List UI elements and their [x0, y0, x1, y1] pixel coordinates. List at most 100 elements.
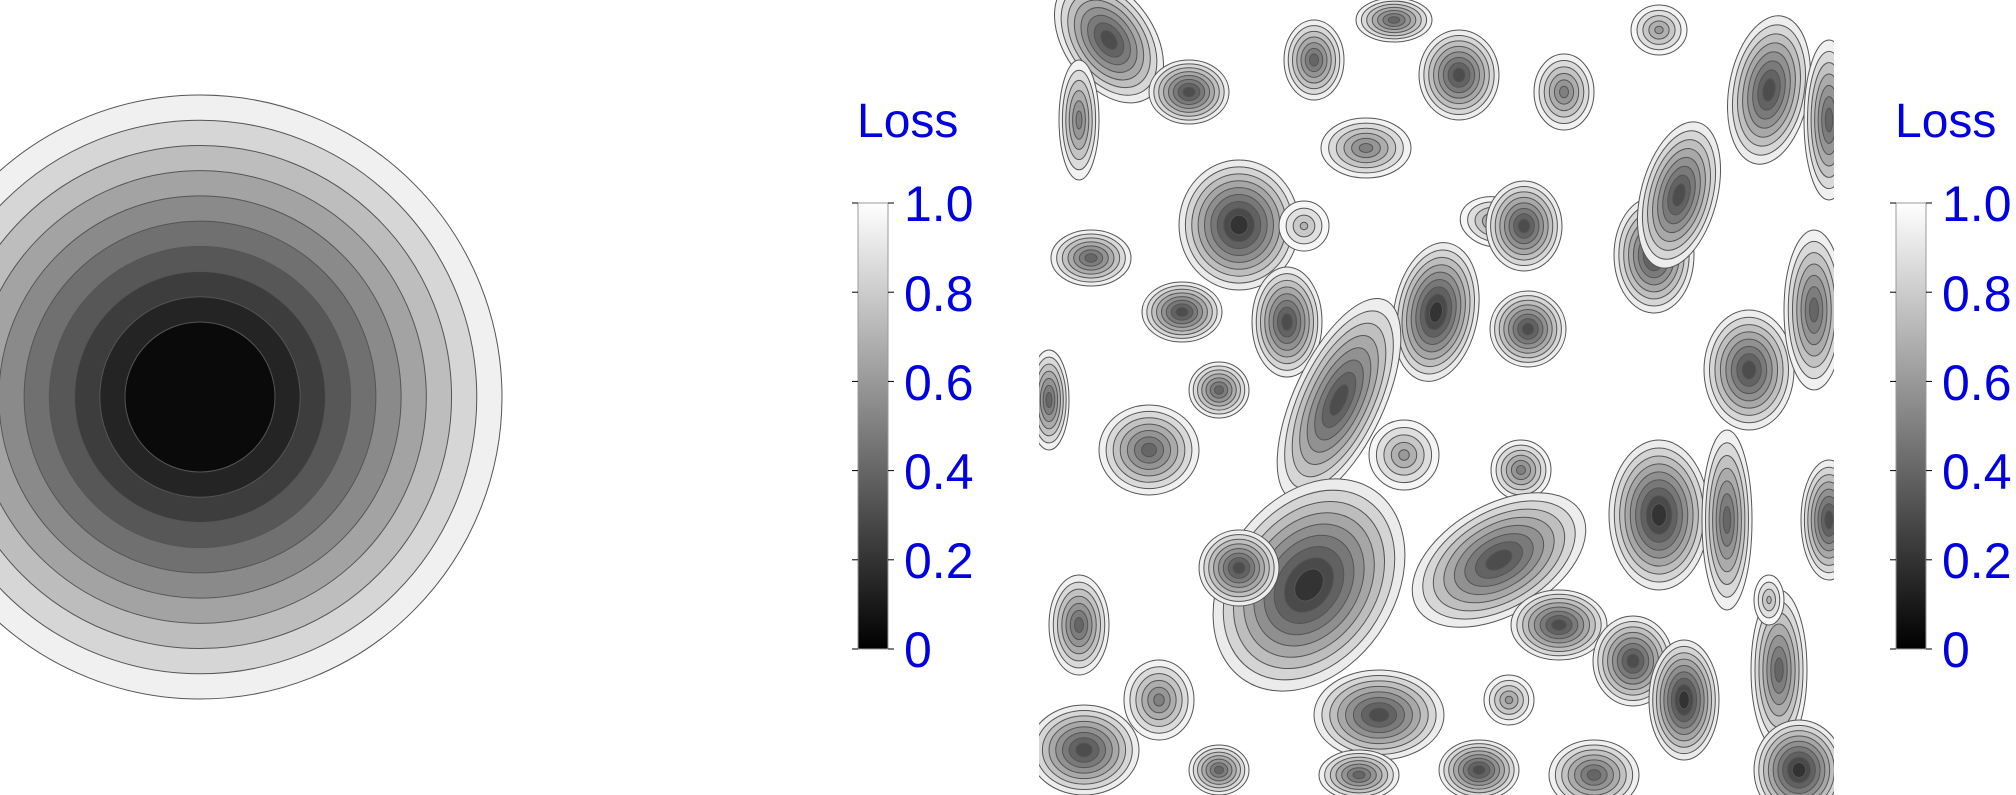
contour-band	[1084, 253, 1098, 263]
contour-band	[1678, 690, 1690, 710]
contour-band	[1774, 657, 1784, 683]
local-minimum	[1188, 361, 1250, 419]
local-minimum	[1510, 589, 1608, 661]
contour-band	[1791, 762, 1807, 778]
contour-band	[1452, 67, 1466, 83]
contour-band	[1281, 313, 1293, 331]
local-minimum	[1490, 439, 1552, 501]
contour-band	[1559, 85, 1569, 99]
contour-band	[1075, 742, 1093, 758]
contour-band	[1182, 86, 1196, 98]
local-minimum	[1648, 639, 1720, 761]
local-minimum	[1803, 39, 1834, 201]
right-colorbar	[1895, 202, 1927, 650]
right-colorbar-tick-label: 0.4	[1942, 444, 2012, 500]
local-minimum	[1392, 242, 1480, 382]
local-minimum	[1753, 574, 1785, 626]
local-minimum	[1418, 29, 1500, 121]
contour-band	[1229, 214, 1249, 236]
left-contour-rings	[0, 94, 503, 700]
contour-band	[1153, 693, 1165, 707]
local-minimum	[1355, 0, 1433, 43]
contour-band	[1352, 770, 1366, 780]
local-minimum	[1753, 719, 1834, 795]
local-minimum	[1188, 744, 1250, 795]
contour-band	[1741, 360, 1757, 380]
contour-band	[1074, 617, 1084, 633]
contour-band	[1214, 385, 1224, 395]
local-minimum	[1489, 290, 1567, 368]
contour-band	[1387, 16, 1401, 24]
local-minimum	[1048, 574, 1110, 676]
local-minimum	[1320, 117, 1412, 179]
local-minimum	[1318, 749, 1400, 795]
contour-band	[1232, 561, 1246, 575]
local-minimum	[1703, 309, 1795, 431]
local-minimum	[1148, 59, 1230, 125]
contour-band	[1309, 53, 1319, 67]
left-colorbar-tick-label: 0.4	[904, 444, 974, 500]
contour-band	[1100, 30, 1118, 50]
right-colorbar-title: Loss	[1895, 95, 1997, 148]
local-minimum	[1727, 15, 1811, 165]
local-minimum	[1039, 349, 1070, 451]
contour-band	[1517, 218, 1531, 234]
contour-band	[1521, 322, 1535, 336]
contour-band	[1358, 143, 1374, 153]
contour-band	[1214, 765, 1224, 775]
left-colorbar-ticks	[852, 202, 894, 650]
right-contour-plot	[1039, 0, 1932, 795]
local-minimum	[1141, 281, 1223, 343]
contour-band	[1551, 619, 1567, 631]
local-minimum	[1276, 298, 1402, 502]
local-minimum	[1050, 229, 1132, 287]
contour-band	[1329, 384, 1349, 416]
local-minimum	[1800, 459, 1834, 581]
local-minimum	[1750, 589, 1808, 751]
local-minimum	[1283, 19, 1345, 101]
local-minimum	[1701, 429, 1753, 611]
right-colorbar-tick-label: 0.2	[1942, 533, 2012, 589]
contour-ring	[124, 321, 276, 473]
left-contour-plot	[0, 94, 894, 700]
local-minimum	[1058, 59, 1100, 181]
local-minimum	[1485, 180, 1563, 272]
contour-band	[1809, 297, 1819, 323]
contour-band	[1368, 707, 1390, 723]
contour-band	[1586, 769, 1602, 781]
local-minimum	[1098, 404, 1200, 496]
local-minimum	[1313, 669, 1445, 761]
contour-band	[1045, 392, 1053, 408]
local-minimum	[1483, 674, 1535, 726]
right-chart-panel: Loss 0 0.2 0.4 0.6 0.8 1.0	[1008, 0, 2016, 795]
local-minimum	[1636, 121, 1722, 269]
contour-band	[1626, 653, 1640, 669]
contour-band	[1294, 568, 1324, 602]
contour-band	[1485, 549, 1513, 571]
local-minimum	[1630, 4, 1688, 56]
left-chart-panel: Loss 0 0.2 0.4 0.6 0.8 1.0	[0, 94, 974, 700]
contour-band	[1472, 765, 1486, 775]
contour-band	[1722, 506, 1732, 534]
right-colorbar-tick-label: 1.0	[1942, 176, 2012, 232]
right-colorbar-tick-label: 0	[1942, 622, 1970, 678]
contour-band	[1504, 695, 1514, 705]
contour-band	[1766, 595, 1772, 605]
left-colorbar-tick-label: 1.0	[904, 176, 974, 232]
local-minimum	[1548, 739, 1640, 795]
local-minimum	[1278, 200, 1330, 252]
local-minimum	[1251, 266, 1323, 378]
right-colorbar-tick-label: 0.8	[1942, 266, 2012, 322]
left-colorbar-tick-label: 0.2	[904, 533, 974, 589]
left-colorbar	[857, 202, 889, 650]
contour-band	[1299, 221, 1309, 231]
local-minimum	[1212, 478, 1406, 692]
contour-band	[1075, 110, 1083, 130]
contour-band	[1824, 510, 1834, 530]
left-colorbar-tick-label: 0	[904, 622, 932, 678]
local-minimum	[1783, 229, 1834, 391]
contour-band	[1654, 25, 1664, 35]
left-colorbar-title: Loss	[857, 95, 959, 148]
local-minimum	[1123, 659, 1195, 741]
left-colorbar-tick-label: 0.8	[904, 266, 974, 322]
